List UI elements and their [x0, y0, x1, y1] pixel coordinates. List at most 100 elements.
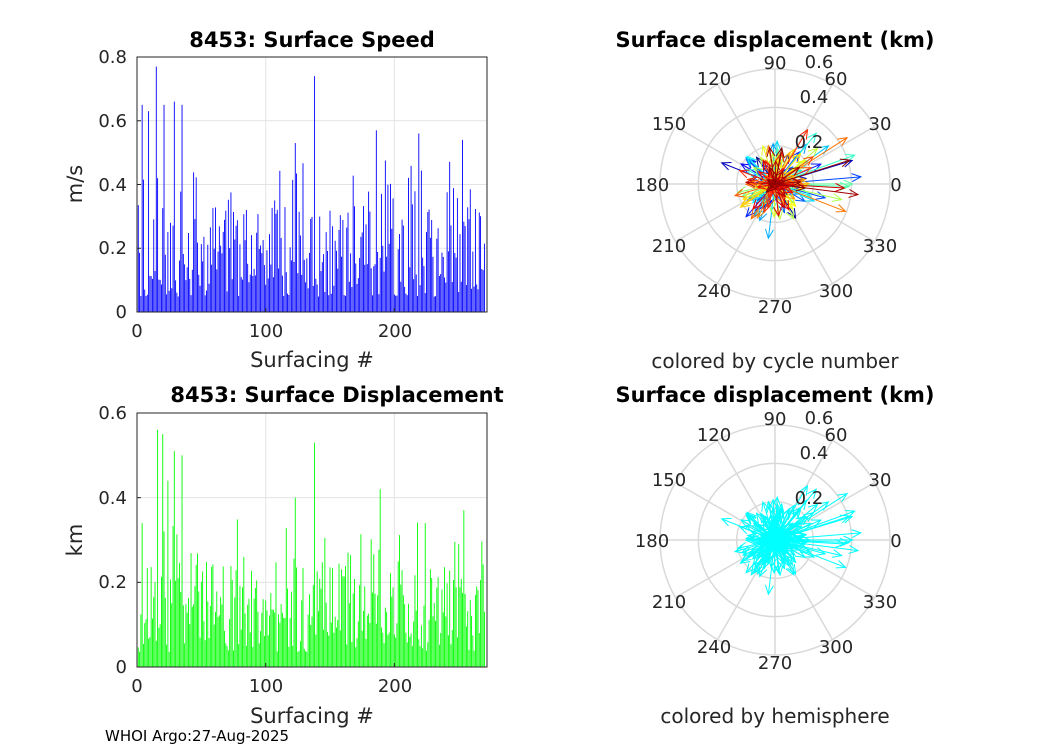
bar — [435, 296, 436, 312]
bar — [220, 245, 222, 312]
arrow-head — [765, 182, 776, 193]
polar-hemisphere-angle-label: 90 — [764, 409, 787, 430]
bar — [267, 278, 269, 312]
bar — [289, 247, 291, 312]
arrow-head — [741, 547, 753, 556]
bar — [189, 624, 191, 667]
bar — [392, 587, 394, 667]
bar — [329, 567, 331, 667]
displacement-arrow — [766, 179, 778, 188]
arrow-shaft — [768, 147, 776, 185]
displacement-arrow — [733, 539, 776, 554]
polar-cycle-angle-label: 210 — [652, 236, 686, 257]
speed-ytick-label: 0.2 — [98, 238, 127, 259]
bar — [244, 613, 246, 667]
bar — [341, 256, 343, 312]
arrow-head — [777, 202, 786, 214]
arrow-head — [738, 525, 750, 534]
bar — [163, 531, 165, 667]
bar — [208, 638, 210, 667]
bar — [476, 586, 478, 667]
displacement-bars — [137, 429, 485, 667]
displacement-arrow — [765, 182, 776, 193]
bar — [247, 604, 249, 667]
arrow-head — [774, 170, 784, 181]
bar — [474, 595, 476, 667]
arrow-shaft — [774, 539, 790, 567]
bar — [351, 286, 353, 312]
arrow-head — [764, 159, 774, 171]
polar-hemisphere-angle-label: 180 — [635, 531, 669, 552]
bar — [386, 256, 388, 312]
arrow-head — [834, 183, 846, 192]
bar — [316, 571, 318, 667]
polar-cycle-angle-label: 120 — [697, 69, 731, 90]
bar — [400, 281, 402, 312]
bar — [177, 296, 179, 312]
arrow-head — [789, 522, 801, 532]
displacement-xtick-label: 100 — [249, 676, 283, 697]
polar-hemisphere-angle-label: 270 — [758, 653, 792, 674]
bar — [410, 633, 412, 667]
bar — [252, 647, 254, 667]
bar — [393, 294, 395, 312]
bar — [269, 234, 270, 312]
bar — [355, 647, 357, 667]
bar — [395, 295, 397, 312]
arrow-head — [785, 208, 795, 220]
bar — [233, 211, 234, 312]
bar — [444, 277, 445, 312]
bar — [157, 178, 159, 312]
bar — [170, 222, 171, 312]
bar — [483, 243, 485, 312]
bar — [337, 268, 339, 312]
arrow-shaft — [774, 159, 850, 185]
bar — [409, 267, 411, 312]
bar — [382, 245, 384, 312]
bar — [436, 238, 438, 312]
bar — [153, 597, 155, 667]
bar — [263, 635, 265, 667]
bar — [335, 627, 337, 667]
polar-cycle-angle-label: 240 — [697, 281, 731, 302]
bar — [155, 66, 157, 312]
bar — [258, 248, 260, 312]
bar — [148, 638, 150, 667]
arrow-head — [791, 534, 802, 544]
bar — [478, 633, 480, 667]
bar — [275, 213, 277, 312]
bar — [301, 600, 303, 667]
bar — [359, 257, 361, 312]
arrow-head — [750, 564, 760, 576]
bar — [218, 226, 220, 312]
bar — [202, 571, 204, 667]
bar — [455, 257, 457, 312]
bar — [288, 646, 290, 667]
arrow-head — [831, 549, 843, 558]
bar — [269, 615, 270, 667]
bar — [451, 282, 453, 312]
displacement-arrow — [774, 539, 847, 569]
bar — [231, 579, 233, 667]
arrow-head — [807, 147, 819, 158]
arrow-head — [765, 538, 776, 549]
bar — [382, 632, 384, 667]
arrow-head — [767, 522, 777, 534]
bar — [190, 295, 192, 312]
bar — [463, 510, 465, 667]
arrow-head — [765, 584, 774, 596]
arrow-head — [837, 493, 849, 503]
polar-ring — [659, 424, 891, 656]
bar — [289, 618, 291, 667]
bar — [458, 292, 460, 312]
bar — [184, 643, 186, 667]
bar — [444, 567, 445, 667]
bar — [314, 442, 316, 667]
bar — [305, 651, 307, 667]
polar-hemisphere-title: Surface displacement (km) — [615, 383, 934, 407]
bar — [234, 597, 236, 667]
bar — [334, 240, 336, 312]
arrow-head — [831, 193, 843, 202]
bar — [326, 631, 328, 667]
